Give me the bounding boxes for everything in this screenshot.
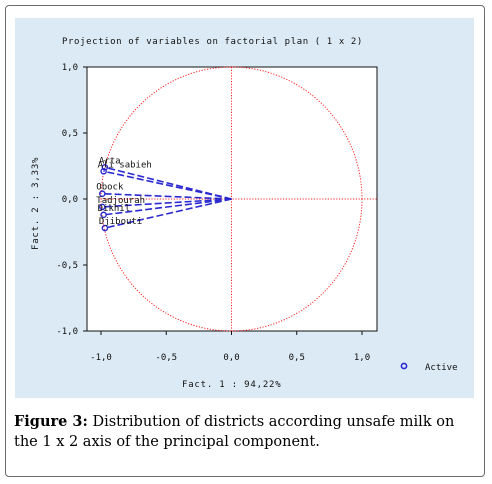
x-axis-label: Fact. 1 : 94,22% [182,380,282,390]
y-tick-label: 0,0 [62,195,78,205]
x-tick-label: 1,0 [354,353,370,363]
variable-label: Ali sabieh [98,160,152,170]
variable-label: Djibouti [99,217,142,227]
variable-vector [104,198,232,229]
legend-marker [400,362,408,370]
caption-text: Distribution of districts according unsa… [14,414,455,450]
variable-label: Dikhil [98,204,131,214]
x-tick-label: 0,5 [289,353,305,363]
chart-title: Projection of variables on factorial pla… [62,37,363,47]
variable-vector [103,198,232,216]
y-axis-label: Fact. 2 : 3,33% [31,157,41,250]
x-tick-label: -1,0 [90,353,112,363]
variable-vector [102,192,232,200]
y-tick-labels: 1,0 0,5 0,0 -0,5 -1,0 [56,63,87,337]
caption-label: Figure 3: [14,413,88,430]
variable-label: Obock [96,183,124,193]
variable-label: Tadjourah [96,196,145,206]
vector-layer [102,166,232,229]
variable-point [100,211,107,219]
y-tick-label: -0,5 [56,261,78,271]
y-tick-label: -1,0 [56,327,78,337]
variable-label: Arta [99,156,121,166]
x-tick-label: 0,0 [223,353,239,363]
x-tick-label: -0,5 [155,353,177,363]
legend-label: Active [425,363,458,373]
variable-point [101,224,109,232]
variable-vector [102,198,232,208]
variable-point [100,167,107,175]
figure-caption: Figure 3: Distribution of districts acco… [14,412,482,452]
variable-point [99,203,106,211]
variable-vector [103,170,232,200]
x-tick-labels: -1,0 -0,5 0,0 0,5 1,0 [90,331,370,363]
y-tick-label: 0,5 [62,129,78,139]
y-tick-label: 1,0 [62,63,78,73]
variable-point [101,164,109,171]
variable-point [99,190,106,198]
